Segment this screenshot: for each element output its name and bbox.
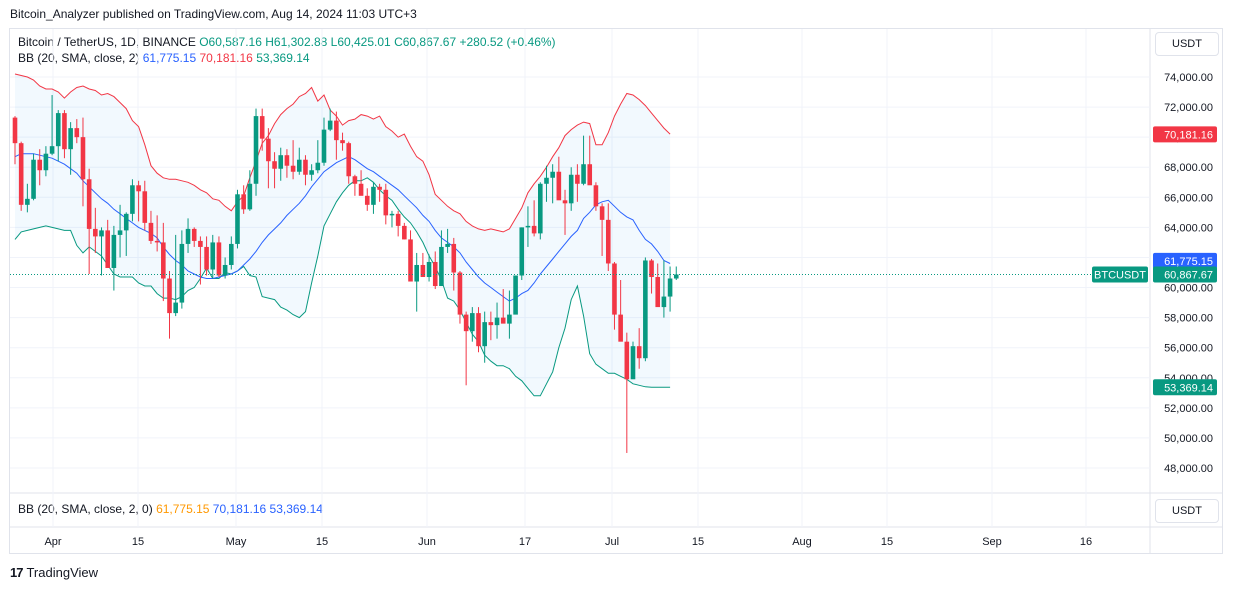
currency-unit-button[interactable]: USDT (1155, 32, 1219, 56)
sub-bb-value-1: 61,775.15 (156, 502, 210, 516)
tv-logo-icon: 17 (10, 565, 24, 580)
ohlc-close: C60,867.67 (394, 35, 457, 49)
ohlc-change: +280.52 (+0.46%) (459, 35, 556, 49)
sub-pane-legend: BB (20, SMA, close, 2, 0) 61,775.15 70,1… (18, 502, 323, 516)
symbol-legend: Bitcoin / TetherUS, 1D, BINANCE O60,587.… (18, 35, 556, 49)
sub-bb-value-2: 70,181.16 (212, 502, 267, 516)
bb-upper-value: 70,181.16 (199, 51, 253, 65)
tradingview-logo[interactable]: 17 TradingView (10, 565, 98, 580)
ohlc-low: L60,425.01 (330, 35, 391, 49)
ohlc-open: O60,587.16 (199, 35, 262, 49)
symbol-name[interactable]: Bitcoin / TetherUS, 1D, BINANCE (18, 35, 196, 49)
bb-legend: BB (20, SMA, close, 2) 61,775.15 70,181.… (18, 51, 310, 65)
bb-basis-value: 61,775.15 (142, 51, 197, 65)
bb-label[interactable]: BB (20, SMA, close, 2) (18, 51, 140, 65)
sub-bb-label[interactable]: BB (20, SMA, close, 2, 0) (18, 502, 153, 516)
sub-currency-unit-button[interactable]: USDT (1155, 499, 1219, 523)
ohlc-high: H61,302.88 (265, 35, 328, 49)
sub-bb-value-3: 53,369.14 (269, 502, 323, 516)
chart-frame (9, 28, 1223, 554)
publisher-line: Bitcoin_Analyzer published on TradingVie… (10, 7, 417, 21)
bb-lower-value: 53,369.14 (256, 51, 310, 65)
tv-brand-name: TradingView (26, 565, 99, 580)
